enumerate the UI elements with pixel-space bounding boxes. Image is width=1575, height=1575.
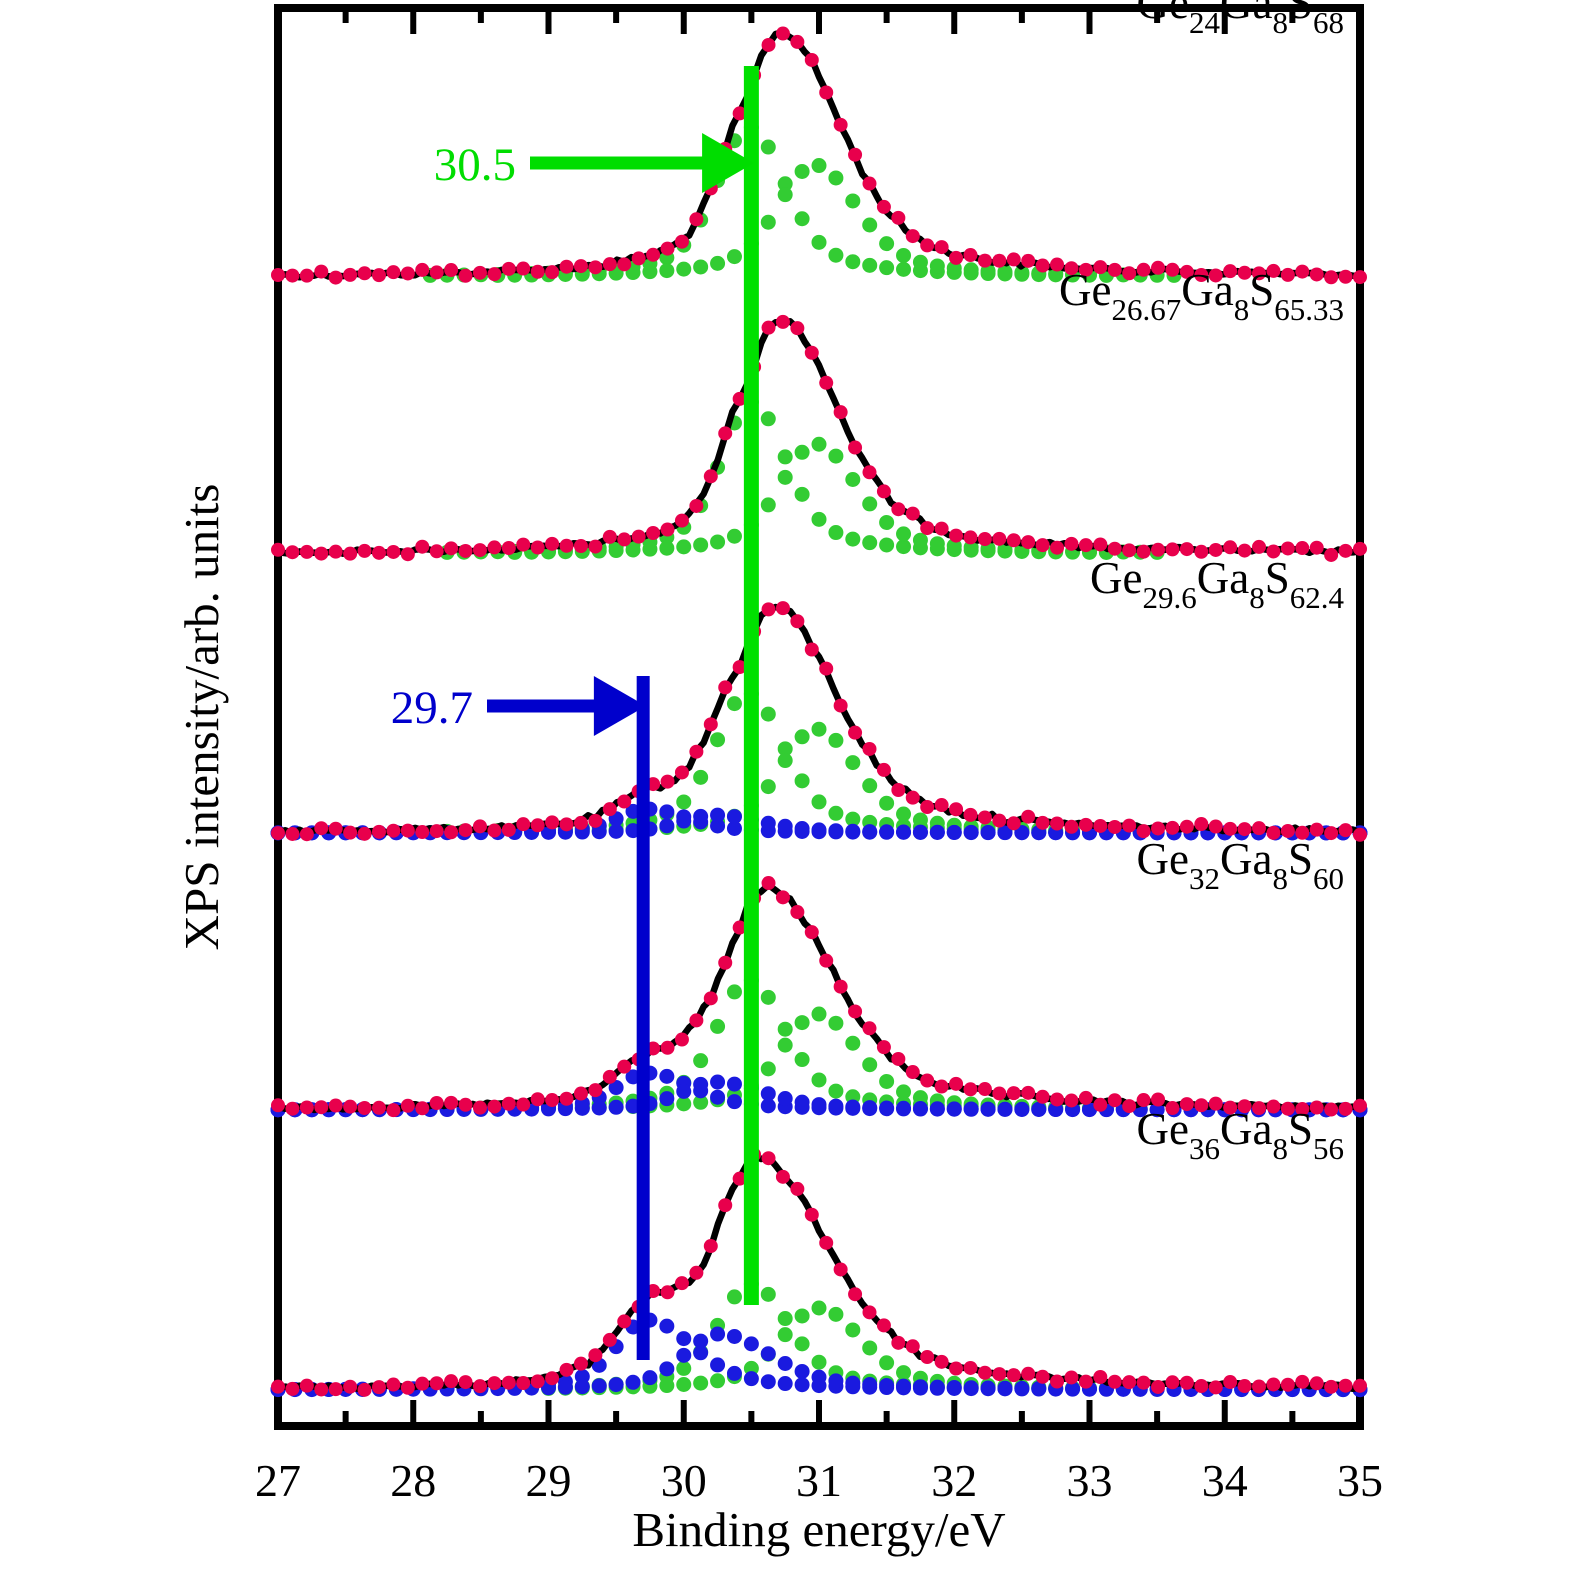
- spectrum-panel-1: Ge24Ga8S68: [271, 0, 1367, 285]
- x-axis-ticks: [275, 8, 1363, 1426]
- series-label-1: Ge24Ga8S68: [1137, 0, 1345, 40]
- blue-annotation-label: 29.7: [391, 682, 473, 734]
- measured-data-points: [271, 26, 1367, 285]
- series-label-3: Ge29.6Ga8S62.4: [1090, 553, 1345, 615]
- envelope-curve: [277, 603, 1362, 837]
- y-axis-title: XPS intensity/arb. units: [174, 484, 229, 951]
- x-tick-label-32: 32: [931, 1455, 977, 1506]
- x-tick-label-35: 35: [1337, 1455, 1383, 1506]
- x-tick-label-29: 29: [526, 1455, 572, 1506]
- x-tick-labels: 27 28 29 30 31 32 33 34 35: [255, 1455, 1383, 1506]
- x-tick-label-33: 33: [1067, 1455, 1113, 1506]
- measured-data-points: [271, 314, 1367, 562]
- envelope-curve: [277, 881, 1361, 1114]
- measured-data-points: [271, 1147, 1367, 1397]
- blue-annotation-arrow: [487, 676, 646, 736]
- green-annotation-arrow: [530, 133, 755, 193]
- measured-data-points: [271, 876, 1367, 1118]
- series-label-2: Ge26.67Ga8S65.33: [1059, 265, 1344, 327]
- envelope-curve: [277, 29, 1360, 281]
- green-annotation-label: 30.5: [434, 139, 516, 191]
- x-tick-label-31: 31: [796, 1455, 842, 1506]
- x-tick-label-28: 28: [390, 1455, 436, 1506]
- x-tick-label-34: 34: [1202, 1455, 1248, 1506]
- x-tick-label-27: 27: [255, 1455, 301, 1506]
- x-axis-title: Binding energy/eV: [632, 1502, 1005, 1557]
- spectrum-panel-2: Ge26.67Ga8S65.33: [271, 265, 1367, 562]
- series-label-4: Ge32Ga8S60: [1137, 834, 1345, 896]
- envelope-curve: [277, 318, 1361, 558]
- envelope-curve: [277, 1152, 1361, 1393]
- measured-data-points: [271, 601, 1367, 842]
- x-tick-label-30: 30: [661, 1455, 707, 1506]
- series-label-5: Ge36Ga8S56: [1137, 1104, 1345, 1166]
- spectrum-panel-3: Ge29.6Ga8S62.4: [270, 553, 1368, 842]
